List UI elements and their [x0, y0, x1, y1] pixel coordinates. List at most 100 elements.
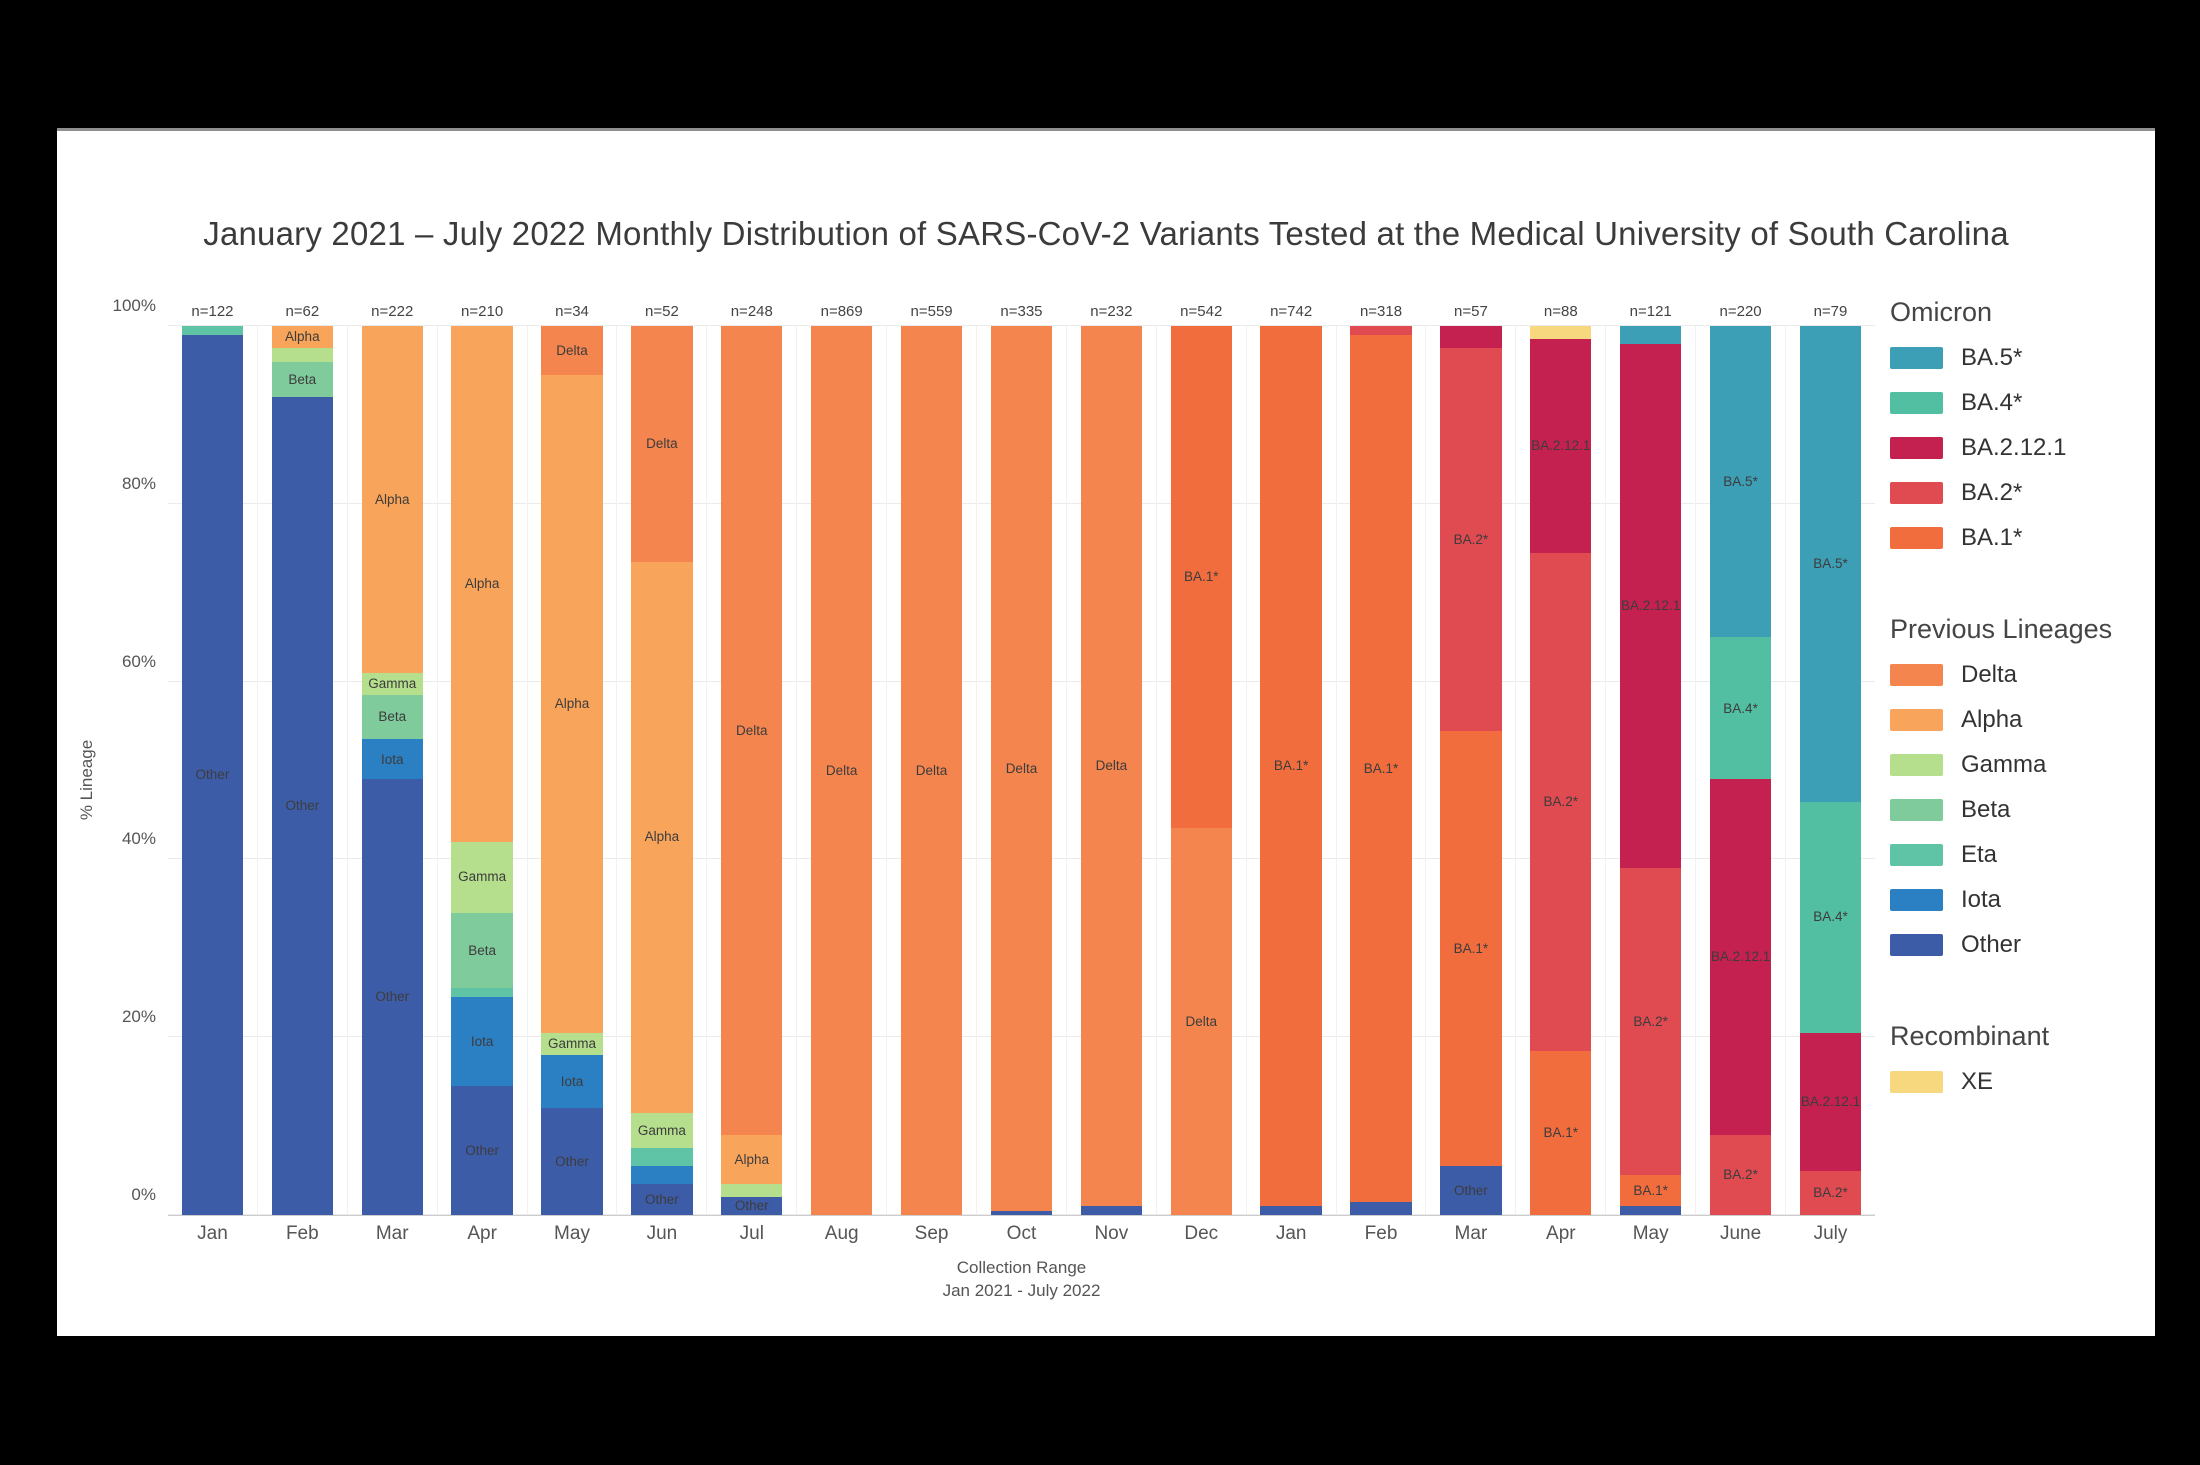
sample-count-label: n=232 [1090, 303, 1133, 320]
stacked-bar-Jan: BA.1* [1260, 326, 1322, 1215]
segment-Other [1080, 1206, 1142, 1215]
segment-label: Delta [1185, 1013, 1217, 1029]
segment-BA.2*: BA.2* [1799, 1170, 1862, 1215]
segment-label: Delta [825, 762, 858, 778]
segment-Delta: Delta [541, 326, 603, 375]
segment-label: Beta [468, 942, 496, 958]
x-tick-label: Oct [1006, 1223, 1037, 1244]
y-tick-label: 80% [121, 473, 156, 493]
sample-count-label: n=122 [191, 303, 234, 320]
stacked-bar-Nov: Delta [1080, 326, 1142, 1215]
segment-BA.1*: BA.1* [1170, 326, 1232, 829]
bar-slot-Oct: n=335 Delta Oct [976, 303, 1066, 1244]
segment-label: BA.2.12.1 [1710, 949, 1771, 965]
legend-item: Other [1890, 931, 2150, 959]
segment-XE [1530, 326, 1592, 340]
x-tick-label: Feb [1364, 1223, 1398, 1244]
bar-slot-Aug: n=869 Delta Aug [796, 303, 886, 1244]
segment-label: Alpha [554, 696, 590, 712]
segment-label: Gamma [547, 1036, 596, 1052]
segment-Gamma: Gamma [451, 841, 513, 913]
segment-Delta: Delta [721, 326, 783, 1136]
bar-slot-Apr: n=88 BA.1* BA.2* BA.2.12.1 Apr [1515, 303, 1605, 1244]
segment-Beta: Beta [451, 912, 513, 989]
segment-Gamma: Gamma [361, 672, 423, 695]
legend-item: Gamma [1890, 751, 2150, 779]
bar-slot-Mar: n=57 Other BA.1* BA.2* Mar [1425, 303, 1515, 1244]
segment-Eta [631, 1148, 693, 1167]
segment-label: Iota [380, 751, 404, 767]
segment-BA.1*: BA.1* [1440, 730, 1502, 1167]
bar-slot-Dec: n=542 Delta BA.1* Dec [1155, 303, 1246, 1244]
segment-BA.4*: BA.4* [1799, 801, 1862, 1033]
x-tick-label: Nov [1094, 1223, 1129, 1244]
stacked-bar-June: BA.2* BA.2.12.1 BA.4* BA.5* [1709, 326, 1772, 1215]
sample-count-label: n=210 [461, 303, 504, 320]
legend-swatch [1890, 889, 1943, 911]
segment-label: BA.5* [1723, 473, 1758, 489]
segment-BA.4*: BA.4* [1709, 637, 1772, 780]
legend-swatch [1890, 664, 1943, 686]
bar-slot-Feb: n=62 Other Beta Alpha Feb [256, 303, 347, 1244]
legend-item: BA.2* [1890, 479, 2150, 507]
segment-Iota [631, 1166, 693, 1184]
sample-count-label: n=34 [555, 303, 589, 320]
bar-slot-Jan: n=122 Other Jan [168, 303, 257, 1244]
segment-label: BA.4* [1723, 700, 1758, 716]
segment-BA.1*: BA.1* [1350, 334, 1412, 1202]
x-tick-label: July [1813, 1223, 1848, 1244]
segment-Delta: Delta [1080, 326, 1142, 1207]
segment-Gamma [721, 1183, 783, 1198]
segment-Gamma: Gamma [631, 1112, 693, 1149]
segment-label: BA.1* [1633, 1182, 1668, 1198]
legend-item-label: Beta [1961, 796, 2011, 823]
legend-swatch [1890, 934, 1943, 956]
stacked-bar-Sep: Delta [900, 326, 963, 1215]
segment-BA.1*: BA.1* [1260, 326, 1322, 1207]
legend-group-title: Recombinant [1890, 1021, 2050, 1051]
segment-Other [990, 1210, 1053, 1215]
x-tick-label: June [1719, 1223, 1762, 1244]
legend-swatch [1890, 482, 1943, 504]
segment-label: Other [195, 767, 230, 783]
segment-label: Delta [915, 762, 948, 778]
segment-BA.2* [1350, 326, 1412, 335]
segment-BA.2.12.1: BA.2.12.1 [1620, 343, 1682, 869]
segment-label: BA.2* [1633, 1013, 1668, 1029]
legend-item: Beta [1890, 796, 2150, 824]
y-tick-label: 60% [121, 651, 156, 671]
segment-Iota: Iota [541, 1055, 603, 1109]
segment-label: BA.1* [1363, 760, 1399, 776]
segment-Alpha: Alpha [451, 326, 513, 842]
legend-item: BA.1* [1890, 524, 2150, 552]
segment-label: Other [1454, 1182, 1488, 1198]
segment-Alpha: Alpha [631, 561, 693, 1113]
segment-Delta: Delta [900, 326, 963, 1215]
segment-Other: Other [361, 779, 423, 1215]
segment-BA.2.12.1: BA.2.12.1 [1799, 1032, 1862, 1171]
legend-item: Alpha [1890, 706, 2150, 734]
legend-group: Previous Lineages Delta Alpha Gamma Beta Eta I… [1890, 614, 2150, 959]
stacked-bar-Dec: Delta BA.1* [1170, 326, 1232, 1215]
legend-item: Eta [1890, 841, 2150, 869]
segment-label: Other [555, 1153, 589, 1169]
segment-Other: Other [631, 1183, 693, 1215]
segment-label: Iota [470, 1033, 494, 1049]
segment-Iota: Iota [451, 997, 513, 1087]
segment-label: Delta [1095, 758, 1128, 774]
stacked-bar-Feb: BA.1* [1350, 326, 1412, 1215]
legend-item: BA.4* [1890, 389, 2150, 417]
x-tick-label: Apr [1546, 1223, 1576, 1244]
sample-count-label: n=79 [1813, 303, 1848, 320]
segment-label: BA.5* [1813, 556, 1848, 572]
x-tick-label: Apr [467, 1223, 497, 1244]
x-tick-label: Aug [824, 1223, 859, 1244]
segment-label: BA.2.12.1 [1531, 438, 1591, 454]
segment-BA.2.12.1: BA.2.12.1 [1530, 339, 1592, 553]
legend-item: BA.2.12.1 [1890, 434, 2150, 462]
segment-BA.5*: BA.5* [1709, 326, 1772, 638]
x-axis-title: Collection Range Jan 2021 - July 2022 [168, 1257, 1875, 1303]
segment-label: Beta [288, 371, 317, 387]
legend-item-label: BA.1* [1961, 524, 2023, 551]
